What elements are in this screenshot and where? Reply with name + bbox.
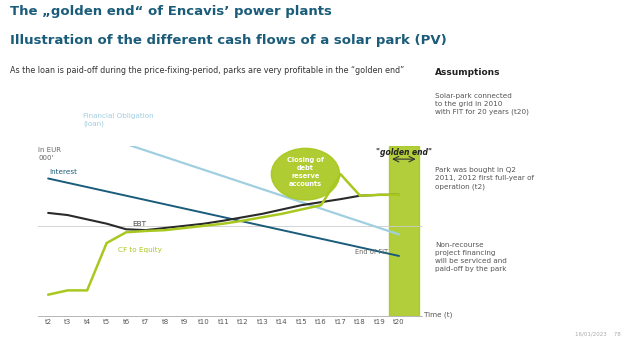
Text: End of FIT: End of FIT xyxy=(355,250,388,255)
Text: EBT: EBT xyxy=(132,221,146,227)
Text: The „golden end“ of Encavis’ power plants: The „golden end“ of Encavis’ power plant… xyxy=(10,5,332,18)
Ellipse shape xyxy=(271,148,340,200)
Text: In EUR
000': In EUR 000' xyxy=(38,148,61,161)
Bar xyxy=(389,146,419,316)
Text: Solar-park connected
to the grid in 2010
with FIT for 20 years (t20): Solar-park connected to the grid in 2010… xyxy=(435,93,529,115)
Text: Park was bought in Q2
2011, 2012 first full-year of
operation (t2): Park was bought in Q2 2011, 2012 first f… xyxy=(435,167,534,190)
Text: CF to Equity: CF to Equity xyxy=(118,247,162,253)
Text: Assumptions: Assumptions xyxy=(435,68,500,77)
Text: Time (t): Time (t) xyxy=(424,312,452,318)
Text: Interest: Interest xyxy=(49,169,77,175)
Text: "golden end": "golden end" xyxy=(376,148,432,156)
Text: Non-recourse
project financing
will be serviced and
paid-off by the park: Non-recourse project financing will be s… xyxy=(435,242,507,272)
Text: 16/01/2023    78: 16/01/2023 78 xyxy=(575,332,621,337)
Text: Financial Obligation
(loan): Financial Obligation (loan) xyxy=(83,113,154,127)
Text: Closing of
debt
reserve
accounts: Closing of debt reserve accounts xyxy=(287,157,324,187)
Text: Illustration of the different cash flows of a solar park (PV): Illustration of the different cash flows… xyxy=(10,34,446,47)
Text: As the loan is paid-off during the price-fixing-period, parks are very profitabl: As the loan is paid-off during the price… xyxy=(10,66,404,75)
